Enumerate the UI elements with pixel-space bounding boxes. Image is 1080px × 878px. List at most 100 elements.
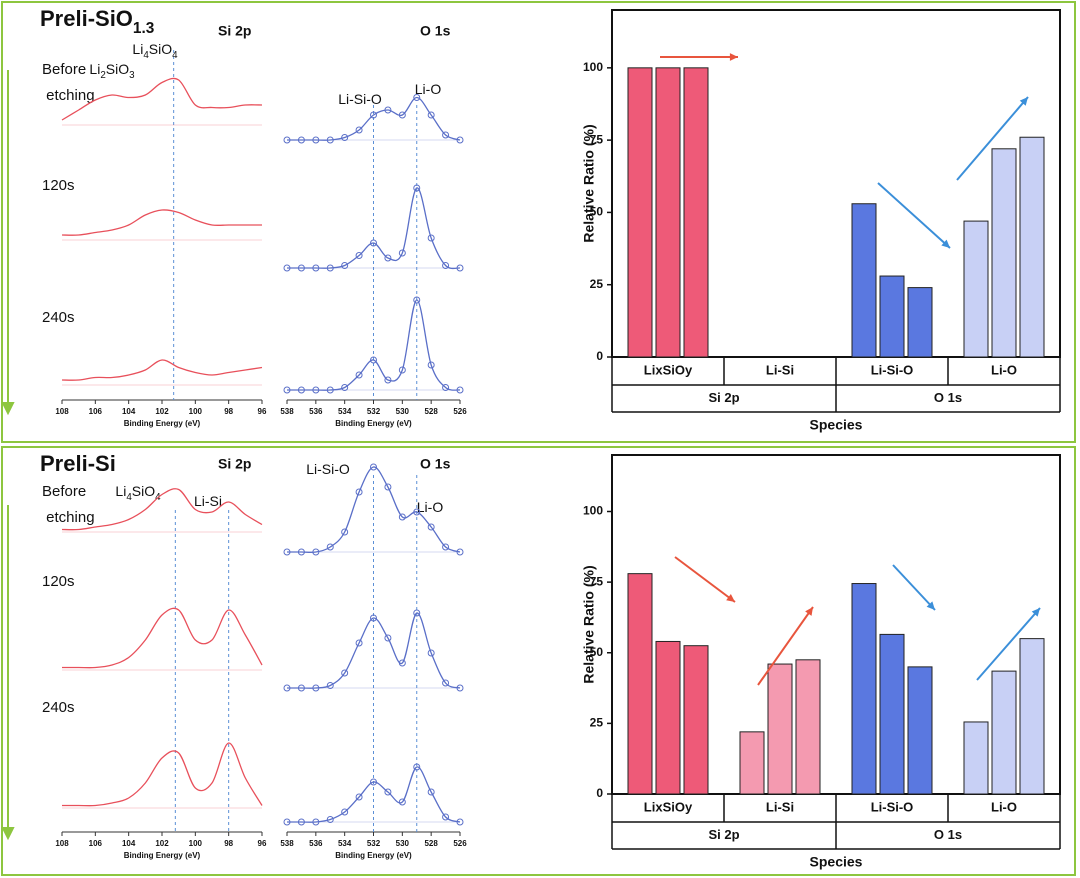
spectrum-point <box>312 818 320 826</box>
x-tick-label: 100 <box>189 839 203 848</box>
spectrum-line <box>61 77 263 121</box>
bar <box>627 573 653 795</box>
x-tick-label: 104 <box>122 839 136 848</box>
spectrum-point <box>355 252 363 259</box>
panel-title: Preli-SiO1.3 <box>40 6 154 37</box>
etching-arrows <box>1 70 15 841</box>
category-label: LixSiOy <box>644 799 693 814</box>
spectrum-point <box>442 813 450 821</box>
category-label: Li-Si-O <box>871 799 914 814</box>
trend-arrow <box>757 606 814 686</box>
x-tick-label: 536 <box>309 839 323 848</box>
spectrum-line <box>61 209 262 236</box>
spectrum-header: Si 2p <box>218 456 251 472</box>
peak-label: Li-O <box>417 499 444 515</box>
row-label: 240s <box>42 309 75 326</box>
peak-label: Li2SiO3 <box>89 61 135 81</box>
spectrum-point <box>442 131 450 139</box>
spectrum-point <box>283 684 291 692</box>
spectrum-point <box>370 778 377 786</box>
spectrum-point <box>384 483 392 491</box>
spectrum-line <box>62 742 263 807</box>
spectrum-header: Si 2p <box>218 23 251 39</box>
spectrum-point <box>297 136 305 144</box>
panel-frame <box>1 1 1076 443</box>
spectrum-point <box>283 386 291 394</box>
trend-arrowhead <box>941 239 950 248</box>
x-tick-label: 532 <box>367 407 381 416</box>
peak-label: Li4SiO4 <box>115 483 161 503</box>
bar <box>991 670 1017 795</box>
x-axis-label: Binding Energy (eV) <box>335 851 412 860</box>
spectrum-point <box>398 659 406 667</box>
spectrum-point <box>427 788 435 796</box>
spectrum-line <box>287 466 461 554</box>
row-label: 240s <box>42 699 75 716</box>
trend-arrowhead <box>729 53 738 61</box>
bar <box>879 275 905 358</box>
x-tick-label: 526 <box>453 839 467 848</box>
category-label: Li-O <box>991 799 1017 814</box>
spectrum-point <box>398 249 406 257</box>
y-tick-label: 50 <box>590 645 604 659</box>
spectrum-point <box>456 818 464 826</box>
x-tick-label: 98 <box>224 839 233 848</box>
spectrum-point <box>427 234 435 242</box>
x-tick-label: 528 <box>424 407 438 416</box>
spectrum-point <box>398 798 406 806</box>
panel-title: Preli-Si <box>40 451 116 476</box>
bar <box>851 203 877 358</box>
spectrum-point <box>413 508 421 516</box>
y-tick-label: 100 <box>583 504 603 518</box>
spectrum-point <box>413 763 421 771</box>
spectrum-point <box>427 649 435 657</box>
spectrum-line <box>286 766 461 823</box>
spectrum-point <box>370 463 377 471</box>
spectrum-header: O 1s <box>420 23 451 39</box>
x-tick-label: 534 <box>338 407 352 416</box>
spectrum-point <box>341 134 349 141</box>
group-label: O 1s <box>934 827 962 842</box>
spectrum-point <box>384 634 392 642</box>
trend-arrowhead <box>805 607 813 616</box>
spectrum-point <box>413 609 421 617</box>
bar <box>767 663 793 795</box>
bar <box>655 640 681 795</box>
spectrum-point <box>456 548 464 556</box>
x-tick-label: 534 <box>338 839 352 848</box>
x-axis-label: Binding Energy (eV) <box>124 419 201 428</box>
category-label: Li-O <box>991 362 1017 377</box>
spectrum-point <box>312 264 320 272</box>
spectrum-line <box>287 299 461 391</box>
y-tick-label: 0 <box>596 786 603 800</box>
spectrum-point <box>341 669 349 677</box>
spectrum-point <box>283 264 291 272</box>
spectrum-point <box>413 184 421 192</box>
bar <box>655 67 681 358</box>
bar <box>627 67 653 358</box>
spectrum-point <box>341 262 349 269</box>
panel-frame <box>1 446 1076 876</box>
x-tick-label: 98 <box>224 407 233 416</box>
x-tick-label: 108 <box>55 839 69 848</box>
peak-label: Li-Si-O <box>338 91 382 107</box>
spectrum-point <box>413 296 421 304</box>
spectrum-point <box>398 111 406 119</box>
y-tick-label: 100 <box>583 60 603 74</box>
bar <box>1019 136 1045 358</box>
x-tick-label: 108 <box>55 407 69 416</box>
x-axis-label: Binding Energy (eV) <box>124 851 201 860</box>
spectrum-point <box>326 543 334 551</box>
x-tick-label: 526 <box>453 407 467 416</box>
row-label: 120s <box>42 573 75 590</box>
y-tick-label: 25 <box>590 716 604 730</box>
spectrum-point <box>442 543 450 551</box>
trend-arrowhead <box>926 601 935 610</box>
spectrum-point <box>312 386 320 394</box>
spectrum-point <box>456 136 464 144</box>
spectrum-point <box>384 788 392 796</box>
spectrum-point <box>384 254 392 262</box>
spectrum-line <box>287 187 461 270</box>
spectrum-point <box>312 136 320 144</box>
